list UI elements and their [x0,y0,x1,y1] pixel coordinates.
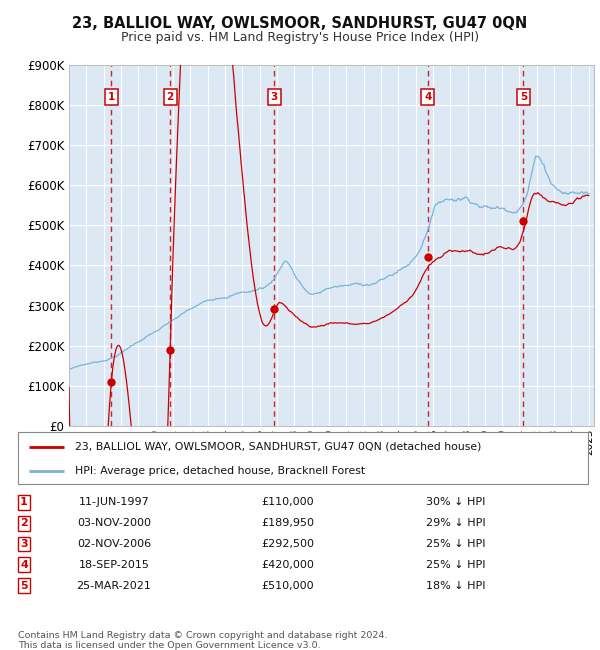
Text: £292,500: £292,500 [262,539,314,549]
Text: 23, BALLIOL WAY, OWLSMOOR, SANDHURST, GU47 0QN (detached house): 23, BALLIOL WAY, OWLSMOOR, SANDHURST, GU… [75,442,481,452]
Text: 1: 1 [107,92,115,102]
Text: 30% ↓ HPI: 30% ↓ HPI [427,497,485,508]
Text: 03-NOV-2000: 03-NOV-2000 [77,518,151,528]
Text: 4: 4 [424,92,431,102]
Text: 2: 2 [167,92,174,102]
Text: 23, BALLIOL WAY, OWLSMOOR, SANDHURST, GU47 0QN: 23, BALLIOL WAY, OWLSMOOR, SANDHURST, GU… [73,16,527,31]
Text: £510,000: £510,000 [262,580,314,591]
Text: £420,000: £420,000 [262,560,314,570]
Text: 4: 4 [20,560,28,570]
Text: 3: 3 [271,92,278,102]
Text: 25-MAR-2021: 25-MAR-2021 [77,580,151,591]
Text: 29% ↓ HPI: 29% ↓ HPI [426,518,486,528]
Text: 11-JUN-1997: 11-JUN-1997 [79,497,149,508]
Text: 1: 1 [20,497,28,508]
Text: 2: 2 [20,518,28,528]
Text: 02-NOV-2006: 02-NOV-2006 [77,539,151,549]
Text: 18% ↓ HPI: 18% ↓ HPI [426,580,486,591]
Text: 18-SEP-2015: 18-SEP-2015 [79,560,149,570]
Text: 3: 3 [20,539,28,549]
Text: 5: 5 [520,92,527,102]
Text: £189,950: £189,950 [262,518,314,528]
Text: This data is licensed under the Open Government Licence v3.0.: This data is licensed under the Open Gov… [18,641,320,650]
Text: Contains HM Land Registry data © Crown copyright and database right 2024.: Contains HM Land Registry data © Crown c… [18,630,388,640]
Text: 5: 5 [20,580,28,591]
Text: 25% ↓ HPI: 25% ↓ HPI [426,560,486,570]
Text: 25% ↓ HPI: 25% ↓ HPI [426,539,486,549]
Text: HPI: Average price, detached house, Bracknell Forest: HPI: Average price, detached house, Brac… [75,466,365,476]
Text: Price paid vs. HM Land Registry's House Price Index (HPI): Price paid vs. HM Land Registry's House … [121,31,479,44]
Text: £110,000: £110,000 [262,497,314,508]
